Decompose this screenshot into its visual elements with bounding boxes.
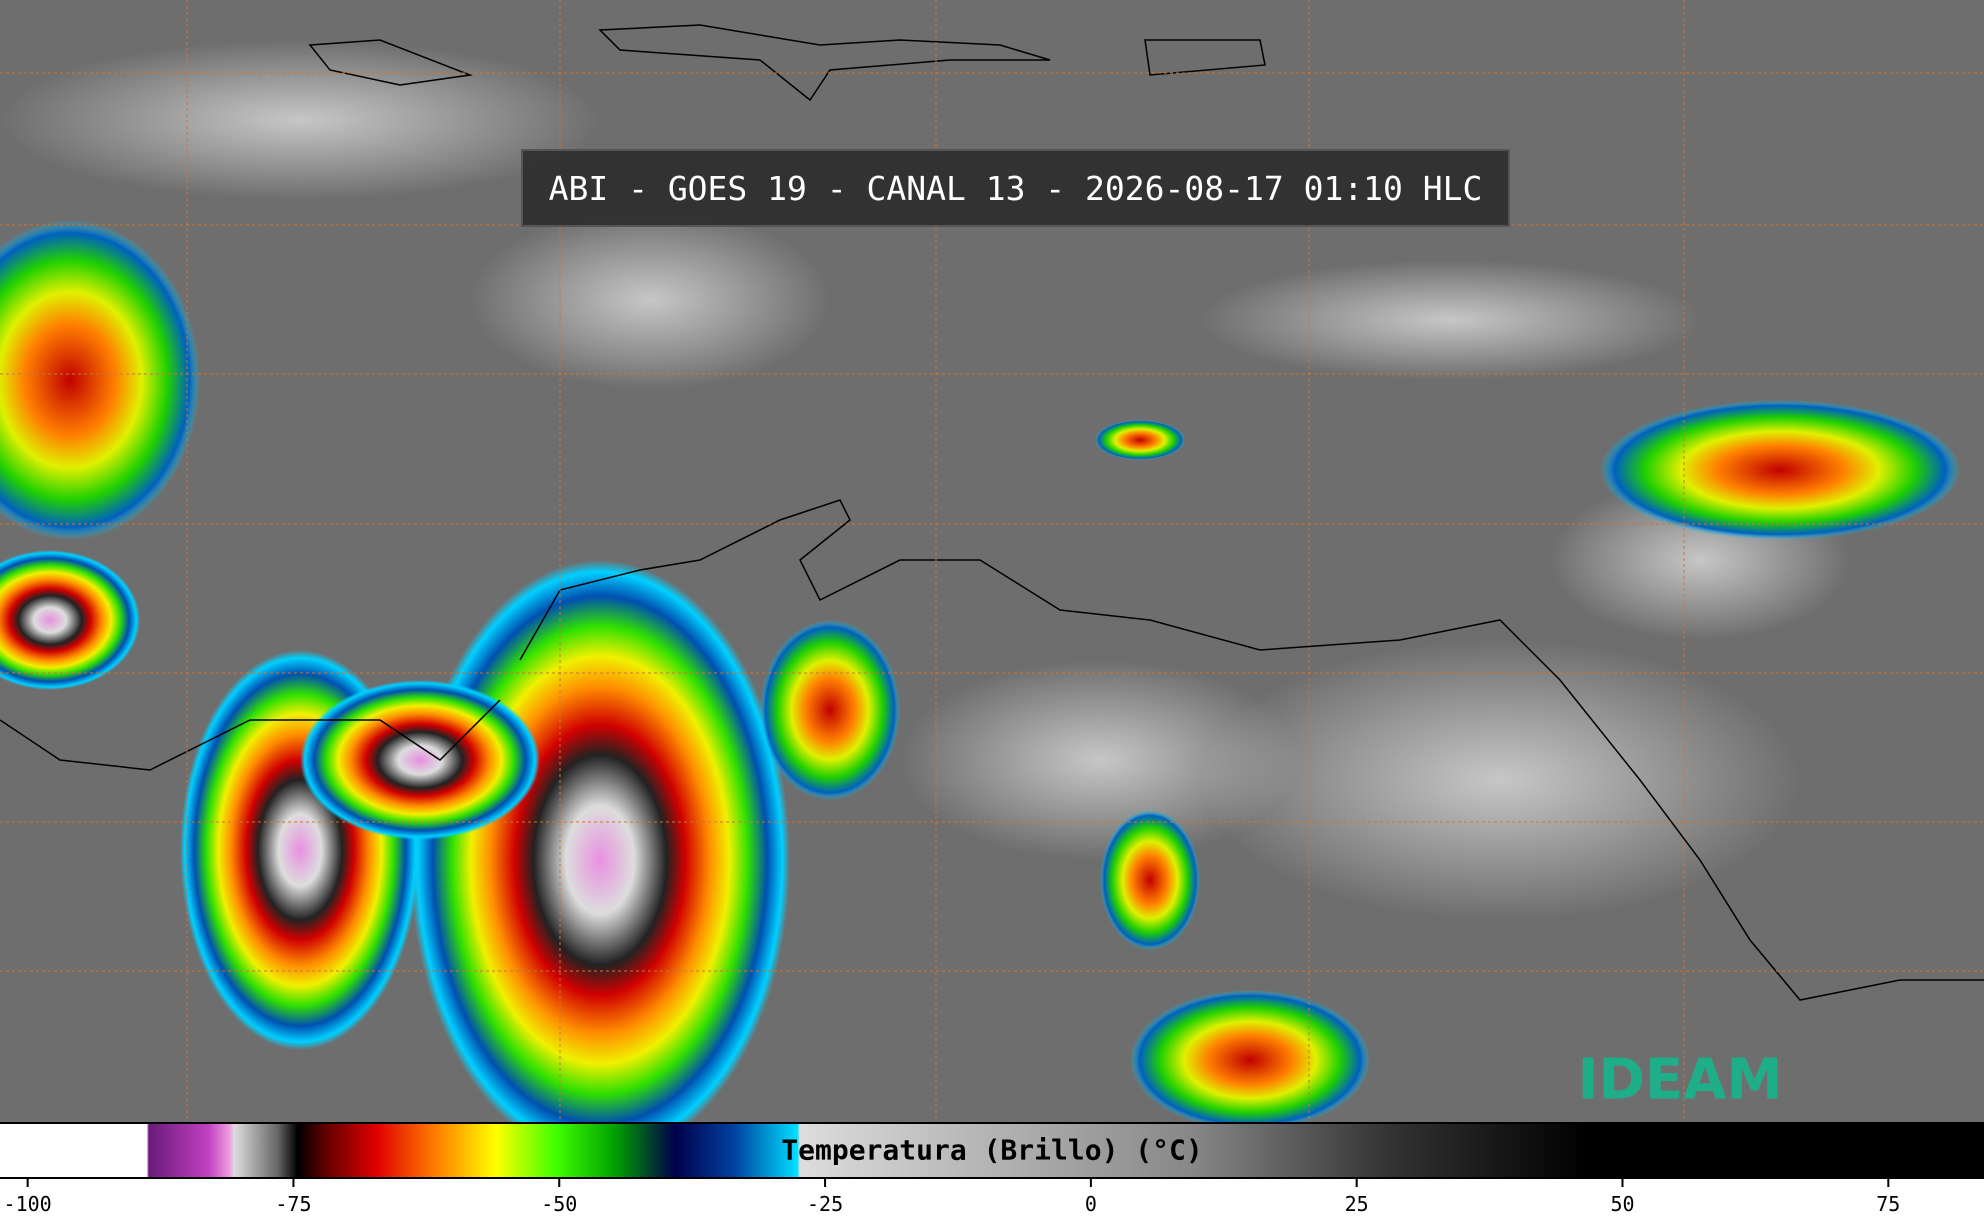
colorbar-axis: -100 -75 -50 -25 0 25 50 75 <box>4 1179 1900 1216</box>
tick-label: -75 <box>275 1192 311 1216</box>
tick-label: -100 <box>4 1192 52 1216</box>
coastlines <box>0 24 1984 1001</box>
tick-label: 50 <box>1610 1192 1634 1216</box>
logo: IDEAM <box>1577 1047 1783 1113</box>
colorbar <box>0 1122 1984 1179</box>
tick-label: -50 <box>541 1192 577 1216</box>
tick-label: 0 <box>1085 1192 1097 1216</box>
tick-label: 75 <box>1876 1192 1900 1216</box>
colorbar-label: Temperatura (Brillo) (°C) <box>781 1133 1203 1167</box>
tick-label: -25 <box>807 1192 843 1216</box>
title: ABI - GOES 19 - CANAL 13 - 2026-08-17 01… <box>521 149 1510 227</box>
tick-label: 25 <box>1345 1192 1369 1216</box>
storms <box>0 220 1960 1122</box>
